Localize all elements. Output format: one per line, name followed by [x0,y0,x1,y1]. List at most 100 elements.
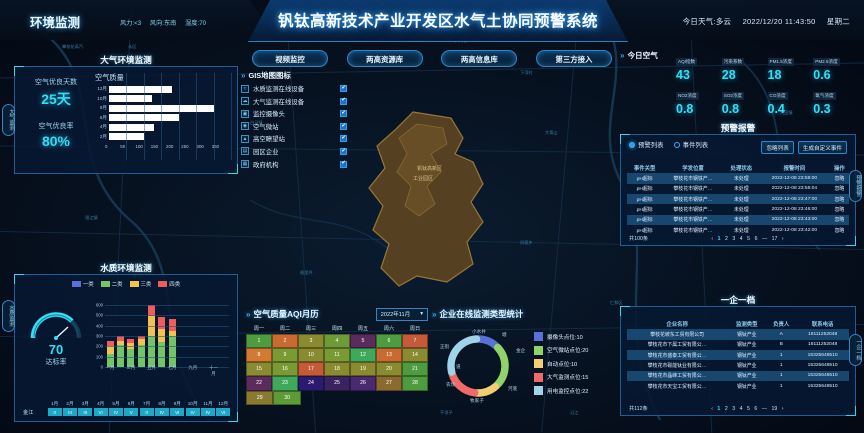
ignore-list-button[interactable]: 忽略列表 [761,141,794,155]
side-tab-4[interactable]: 一企一档 [849,334,862,366]
table-cell[interactable]: 忽略 [834,208,845,213]
gis-layer-item[interactable]: ▦ 政府机构 [241,160,347,169]
calendar-day-cell[interactable]: 19 [350,362,376,377]
nav-button-resource-lib[interactable]: 两高资源库 [346,50,423,67]
calendar-day-cell[interactable]: 12 [350,347,376,363]
calendar-day-cell[interactable]: 7 [402,333,428,348]
create-custom-event-button[interactable]: 生成自定义事件 [797,141,847,155]
donut-slice[interactable] [472,383,500,397]
table-row[interactable]: pH超标 攀枝花市钢铁产… 未处理 2022-12-08 23:43:00 忽略 [627,214,849,226]
calendar-day-cell[interactable]: 26 [350,376,376,391]
gis-layer-item[interactable]: ◉ 空气微站 [241,122,347,131]
page-number[interactable]: 4 [739,405,743,412]
alarm-tab-event-list[interactable]: 事件列表 [673,140,708,149]
next-page-button[interactable]: › [781,405,784,412]
page-number[interactable]: 3 [732,405,736,412]
table-row[interactable]: 攀枝花市晶峰工贸有限公… 钢钛产业 1 15325648510 [627,370,849,382]
page-number[interactable]: — [761,405,767,412]
grade-cell[interactable]: IV [154,408,170,416]
page-number[interactable]: — [761,235,768,242]
table-row[interactable]: pH超标 攀枝花市钢铁产… 未处理 2022-12-08 23:59:00 忽略 [627,173,849,184]
legend-item[interactable]: 三类 [129,280,151,288]
nav-button-third-party[interactable]: 第三方接入 [535,50,612,67]
legend-item[interactable]: 一类 [71,280,94,288]
bar-column[interactable] [136,335,146,367]
grade-cell[interactable]: IV [185,408,200,416]
table-cell[interactable]: 忽略 [834,228,845,234]
gis-layer-checkbox[interactable] [340,85,347,92]
next-page-button[interactable]: › [781,235,784,242]
page-number[interactable]: 17 [771,235,778,242]
gis-layer-item[interactable]: ▲ 高空瞭望站 [241,134,347,143]
gis-layer-item[interactable]: ☁ 大气监测在线设备 [241,97,347,106]
page-number[interactable]: 5 [746,405,750,412]
calendar-day-cell[interactable]: 10 [298,347,324,363]
table-cell[interactable]: 忽略 [834,187,845,193]
calendar-day-cell[interactable]: 2 [272,333,298,348]
calendar-day-cell[interactable]: 20 [376,362,402,377]
prev-page-button[interactable]: ‹ [711,405,713,412]
gis-layer-checkbox[interactable] [340,97,347,105]
calendar-day-cell[interactable]: 9 [272,347,298,363]
map-region-polygon[interactable]: 钒钛高新区 工业园区 [355,110,515,295]
calendar-day-cell[interactable]: 28 [402,376,428,391]
calendar-day-cell[interactable]: 27 [376,376,402,391]
grade-cell[interactable]: IV [200,408,216,416]
page-number[interactable]: 5 [747,235,751,242]
calendar-day-cell[interactable]: 11 [324,347,350,363]
calendar-day-cell[interactable]: 25 [324,376,350,391]
page-number[interactable]: 1 [717,405,721,412]
calendar-day-cell[interactable]: 5 [350,333,376,348]
grade-cell[interactable]: II [47,408,62,416]
table-row[interactable]: 攀枝花市碳能钛业有限公… 钢钛产业 1 15325648510 [627,360,849,370]
table-row[interactable]: 攀枝花坡东工贸有限公司 钢钛产业 A 18111252048 [627,329,849,340]
alarm-tab-warning-list[interactable]: 预警列表 [629,140,664,149]
nav-button-info-lib[interactable]: 两高信息库 [441,50,518,67]
gis-layer-checkbox[interactable] [340,110,347,118]
alarm-table[interactable]: 事件关型 学发位置 处理状态 报警时间 操作 pH超标 攀枝花市钢铁产… 未处理 2022-1… [627,162,849,235]
side-tab-3[interactable]: 预警报警 [849,170,862,202]
calendar-day-cell[interactable]: 22 [246,376,272,391]
grade-cell[interactable]: VI [170,408,185,416]
calendar-day-cell[interactable]: 13 [376,347,402,363]
side-tab-2[interactable]: 水质监测 [2,300,15,332]
table-row[interactable]: pH超标 攀枝花市钢铁产… 未处理 2022-12-08 23:42:00 忽略 [627,225,849,235]
bar-column[interactable] [126,338,136,367]
table-row[interactable]: 攀枝花市下属工贸有限公… 钢钛产业 B 18111252048 [627,340,849,350]
calendar-grid[interactable]: 周一 周二 周三 周四 周五 周六 周日 1 2 3 4 5 6 7 8 9 10 11 12 13 14 15 16 17… [246,325,428,405]
grade-cell[interactable]: V [124,408,139,416]
calendar-day-cell[interactable]: 17 [298,362,324,377]
table-row[interactable]: pH超标 攀枝花市钢铁产… 未处理 2022-12-08 23:46:00 忽略 [627,204,849,214]
bar-column[interactable] [157,317,167,367]
calendar-day-cell[interactable]: 1 [246,333,272,348]
calendar-month-select[interactable]: 2022年11月 ▾ [375,308,428,321]
grade-cell[interactable]: II [139,408,154,416]
table-row[interactable]: 攀枝花市天宝工贸有限公… 钢钛产业 1 15325648510 [627,381,849,391]
enterprise-page-numbers[interactable]: ‹ 1 2 3 4 5 6— 19 › [711,406,783,412]
grade-cell[interactable]: III [62,408,78,416]
legend-item[interactable]: 二类 [100,280,123,288]
bar-column[interactable] [115,336,125,367]
page-number[interactable]: 3 [732,235,736,242]
legend-item[interactable]: 用电监控 点位:22 [534,386,588,396]
alarm-page-numbers[interactable]: ‹ 1 2 3 4 5 6—17 › [711,236,783,242]
legend-item[interactable]: 空气微站 点位:20 [534,345,588,355]
water-quality-stacked-chart[interactable]: 0 100 200 300 400 500 600 一月 三月 五月 七月 九月 十一月 [89,303,231,377]
gis-layer-item[interactable]: ≈ 水质监测在线设备 [241,84,347,93]
page-number[interactable]: 2 [725,235,728,242]
donut-slice[interactable] [474,335,501,351]
prev-page-button[interactable]: ‹ [711,235,714,242]
page-number[interactable]: 4 [739,235,743,242]
air-quality-bar-chart[interactable]: 空气质量 12月 10月 8月 6月 4月 2月 0 50 100 150 200 250 300 35… [91,73,232,169]
calendar-day-cell[interactable]: 3 [298,333,324,348]
bar-column[interactable] [167,319,177,367]
gis-layer-item[interactable]: ▤ 园区企业 [241,147,347,156]
calendar-day-cell[interactable]: 29 [246,390,274,405]
grade-cell[interactable]: III [78,408,93,416]
calendar-day-cell[interactable]: 4 [324,333,350,348]
table-cell[interactable]: 忽略 [829,173,849,184]
page-number[interactable]: 19 [771,405,778,412]
calendar-day-cell[interactable]: 14 [402,347,428,363]
donut-slice[interactable] [492,343,509,390]
